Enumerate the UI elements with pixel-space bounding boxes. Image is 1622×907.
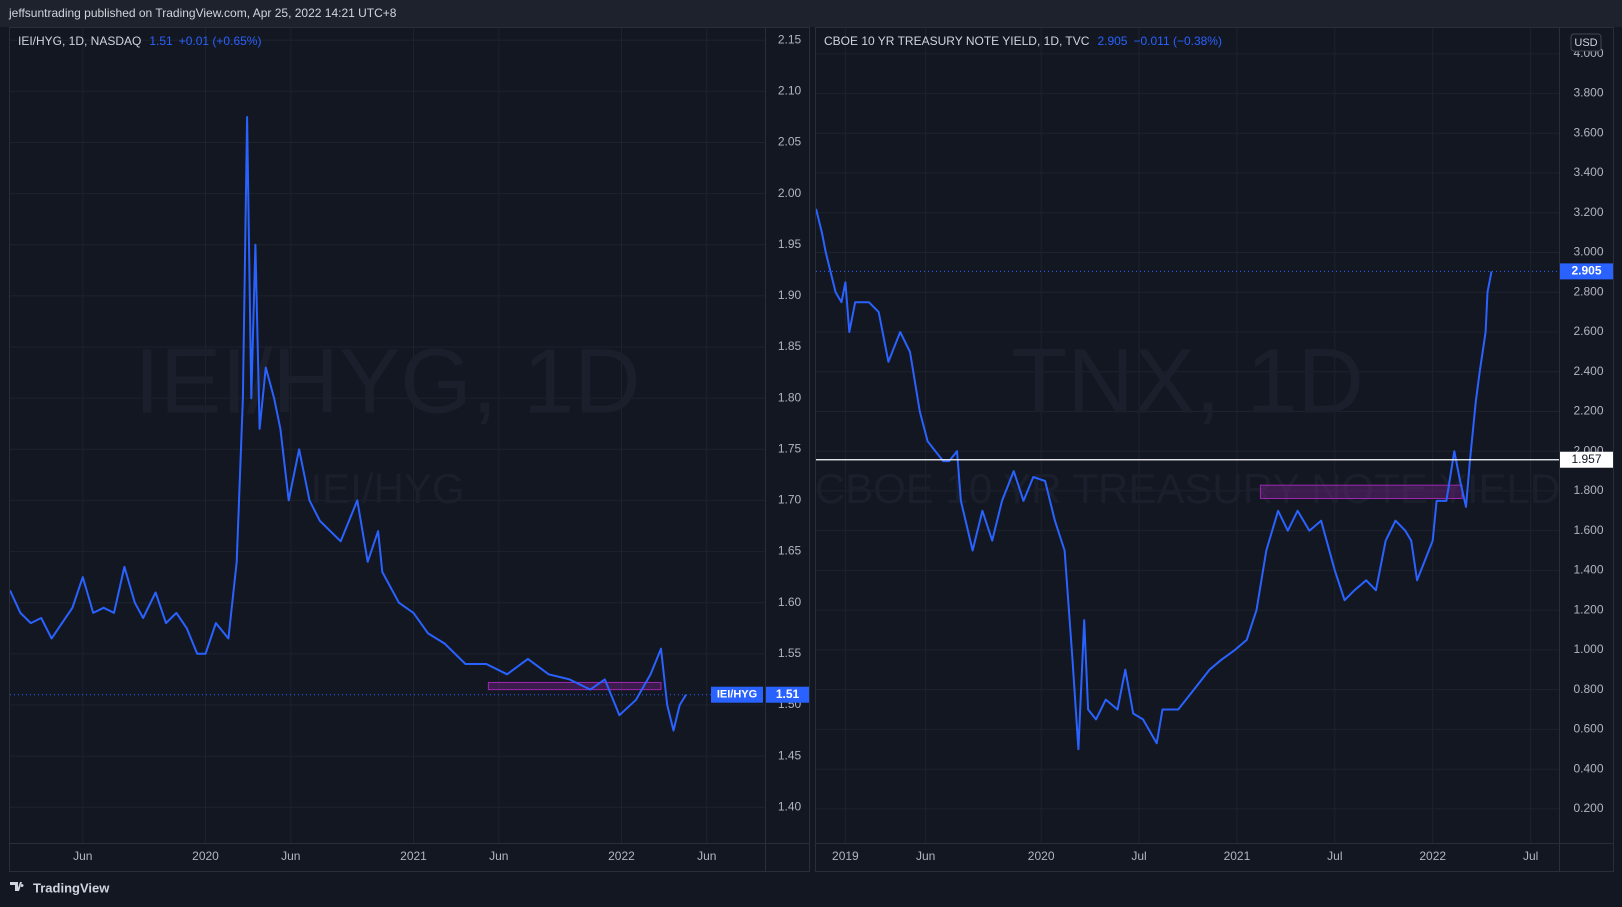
legend-change: +0.01 (+0.65%): [179, 34, 262, 48]
watermark-sub: CBOE 10 YR TREASURY NOTE YIELD: [815, 465, 1560, 512]
legend-title: CBOE 10 YR TREASURY NOTE YIELD, 1D, TVC: [824, 34, 1090, 48]
y-tick-label: 2.15: [778, 32, 802, 46]
y-tick-label: 1.600: [1573, 523, 1603, 537]
legend-title: IEI/HYG, 1D, NASDAQ: [18, 34, 141, 48]
price-tag-label: 1.51: [776, 687, 800, 701]
x-tick-label: Jun: [281, 849, 300, 863]
footer-brand: TradingView: [33, 880, 110, 895]
series-tag: [711, 686, 763, 703]
legend-change: −0.011 (−0.38%): [1133, 34, 1222, 48]
y-tick-label: 2.05: [778, 135, 802, 149]
plot: IEI/HYG, 1D IEI/HYG: [10, 28, 765, 843]
header-bar: [0, 0, 1622, 27]
watermark: TNX, 1D: [1011, 330, 1364, 432]
y-tick-label: 2.10: [778, 84, 802, 98]
y-tick-label: 1.200: [1573, 602, 1603, 616]
series-line: [10, 116, 687, 732]
x-tick-label: Jun: [697, 849, 716, 863]
y-tick-label: 1.55: [778, 646, 802, 660]
x-tick-label: 2020: [192, 849, 219, 863]
currency-box: [1570, 33, 1602, 52]
y-tick-label: 1.40: [778, 799, 802, 813]
x-tick-label: Jul: [1523, 849, 1538, 863]
y-tick-label: 0.600: [1573, 722, 1603, 736]
y-tick-label: 0.800: [1573, 682, 1603, 696]
price-tag-label: 2.905: [1571, 264, 1601, 278]
y-tick-label: 1.800: [1573, 483, 1603, 497]
zone: [1259, 484, 1463, 499]
y-tick-label: 3.600: [1573, 125, 1603, 139]
x-tick-label: Jul: [1327, 849, 1342, 863]
y-tick-label: 1.75: [778, 441, 802, 455]
y-tick-label: 1.400: [1573, 563, 1603, 577]
panel-border: [815, 27, 1614, 872]
y-tick-label: 2.800: [1573, 284, 1603, 298]
level-tag: [1560, 451, 1613, 468]
x-tick-label: Jun: [916, 849, 935, 863]
plot: TNX, 1D CBOE 10 YR TREASURY NOTE YIELD: [815, 28, 1560, 843]
legend-price: 2.905: [1097, 34, 1127, 48]
x-tick-label: 2022: [608, 849, 635, 863]
watermark: IEI/HYG, 1D: [134, 330, 640, 432]
x-tick-label: 2021: [1224, 849, 1251, 863]
legend-price: 1.51: [149, 34, 173, 48]
x-tick-label: 2019: [832, 849, 859, 863]
y-tick-label: 2.200: [1573, 404, 1603, 418]
x-tick-label: Jul: [1131, 849, 1146, 863]
y-tick-label: 2.600: [1573, 324, 1603, 338]
y-tick-label: 3.800: [1573, 86, 1603, 100]
footer-logo: TradingView: [10, 880, 110, 895]
y-tick-label: 1.85: [778, 339, 802, 353]
y-tick-label: 2.00: [778, 186, 802, 200]
x-tick-label: 2021: [400, 849, 427, 863]
price-tag: [766, 686, 809, 703]
zone: [487, 681, 662, 691]
x-tick-label: 2020: [1028, 849, 1055, 863]
x-tick-label: Jun: [73, 849, 92, 863]
y-tick-label: 1.80: [778, 390, 802, 404]
y-tick-label: 3.200: [1573, 205, 1603, 219]
header-text: jeffsuntrading published on TradingView.…: [8, 6, 397, 20]
y-tick-label: 2.400: [1573, 364, 1603, 378]
panel-border: [9, 27, 810, 872]
level-label: 1.957: [1571, 452, 1601, 466]
x-tick-label: Jun: [489, 849, 508, 863]
watermark-sub: IEI/HYG: [310, 465, 464, 512]
y-tick-label: 1.70: [778, 493, 802, 507]
legend: CBOE 10 YR TREASURY NOTE YIELD, 1D, TVC 2…: [824, 34, 1222, 48]
y-tick-label: 1.95: [778, 237, 802, 251]
y-tick-label: 0.400: [1573, 761, 1603, 775]
y-tick-label: 1.90: [778, 288, 802, 302]
logo-icon: [10, 882, 24, 891]
currency-label: USD: [1574, 37, 1597, 49]
y-tick-label: 0.200: [1573, 801, 1603, 815]
series-line: [816, 208, 1493, 751]
y-tick-label: 1.000: [1573, 642, 1603, 656]
y-tick-label: 3.400: [1573, 165, 1603, 179]
y-tick-label: 1.45: [778, 748, 802, 762]
legend: IEI/HYG, 1D, NASDAQ 1.51 +0.01 (+0.65%): [18, 34, 261, 48]
series-tag-label: IEI/HYG: [717, 689, 757, 701]
y-tick-label: 1.60: [778, 595, 802, 609]
y-tick-label: 3.000: [1573, 245, 1603, 259]
y-tick-label: 1.65: [778, 544, 802, 558]
x-tick-label: 2022: [1419, 849, 1446, 863]
price-tag: [1560, 263, 1613, 280]
